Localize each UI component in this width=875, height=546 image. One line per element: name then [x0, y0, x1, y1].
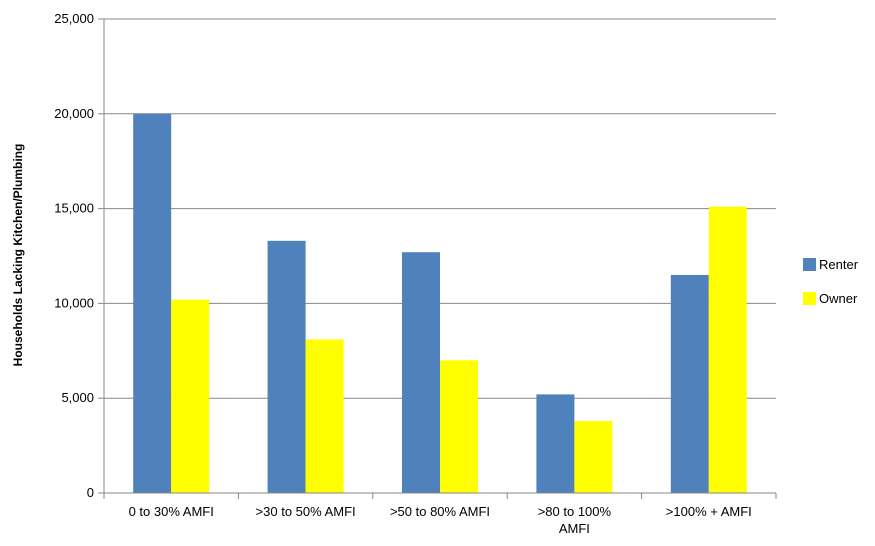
y-tick-label: 0	[87, 485, 94, 500]
legend-label-owner: Owner	[819, 291, 858, 306]
gridlines	[104, 18, 776, 399]
bar-owner	[708, 206, 747, 494]
bar-renter	[536, 394, 575, 493]
bar-owner	[305, 339, 344, 493]
y-tick-labels: 0 5,000 10,000 15,000 20,000 25,000	[54, 11, 94, 500]
y-tick-label: 5,000	[61, 390, 94, 405]
legend-swatch-renter	[803, 258, 816, 271]
bar-renter	[670, 274, 709, 493]
bar-owner	[440, 360, 478, 493]
bars	[133, 113, 747, 494]
x-tick-label: >80 to 100%	[538, 504, 612, 519]
bar-owner	[574, 420, 613, 493]
y-tick-label: 25,000	[54, 11, 94, 26]
axes	[98, 18, 777, 499]
bar-owner	[171, 299, 210, 493]
y-axis-label: Households Lacking Kitchen/Plumbing	[11, 144, 25, 367]
legend-swatch-owner	[803, 292, 816, 305]
y-tick-label: 20,000	[54, 106, 94, 121]
y-tick-label: 15,000	[54, 201, 94, 216]
x-tick-label: AMFI	[559, 521, 590, 536]
legend-label-renter: Renter	[819, 257, 859, 272]
x-tick-label: >100% + AMFI	[666, 504, 752, 519]
y-tick-label: 10,000	[54, 295, 94, 310]
bar-renter	[133, 113, 172, 494]
legend: Renter Owner	[803, 257, 859, 306]
x-tick-label: 0 to 30% AMFI	[129, 504, 214, 519]
x-tick-label: >50 to 80% AMFI	[390, 504, 490, 519]
x-tick-labels: 0 to 30% AMFI >30 to 50% AMFI >50 to 80% A…	[129, 504, 752, 536]
x-tick-label: >30 to 50% AMFI	[256, 504, 356, 519]
bar-renter	[267, 240, 306, 493]
bar-renter	[402, 252, 440, 493]
